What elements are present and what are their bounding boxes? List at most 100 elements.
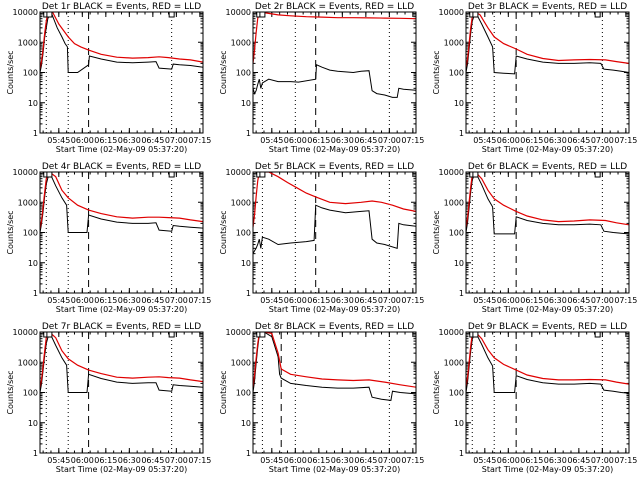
x-tick-label: 07:15 — [614, 296, 637, 305]
y-axis-label: Counts/sec — [432, 370, 441, 414]
panel-data — [466, 12, 629, 75]
x-tick-label: 06:45 — [141, 456, 164, 465]
marker-box — [259, 331, 266, 338]
y-tick-label: 10 — [454, 259, 464, 268]
marker-box — [472, 11, 479, 18]
panel: Det 7r BLACK = Events, RED = LLD Counts/s… — [6, 322, 211, 474]
x-tick-label: 05:45 — [260, 456, 283, 465]
y-tick-label: 10000 — [226, 168, 251, 177]
x-tick-label: 06:15 — [94, 296, 117, 305]
y-axis-label: Counts/sec — [219, 50, 228, 94]
panel-title: Det 1r BLACK = Events, RED = LLD — [42, 2, 201, 12]
lld-series-line — [253, 332, 416, 388]
events-series-line — [466, 12, 629, 75]
marker-box — [168, 11, 175, 18]
x-tick-label: 06:00 — [71, 136, 94, 145]
x-tick-label: 07:00 — [378, 456, 401, 465]
x-tick-label: 05:45 — [473, 296, 496, 305]
x-axis-label: Start Time (02-May-09 05:37:20) — [482, 305, 613, 314]
y-tick-label: 10 — [241, 99, 251, 108]
panel-frame — [252, 331, 417, 454]
y-axis-label: Counts/sec — [6, 50, 15, 94]
events-series-line — [40, 12, 203, 73]
x-tick-label: 06:30 — [331, 296, 354, 305]
lld-series-line — [466, 172, 629, 228]
x-tick-label: 06:45 — [567, 456, 590, 465]
y-tick-label: 10000 — [439, 8, 464, 17]
y-tick-label: 10000 — [13, 328, 38, 337]
panel-data — [466, 172, 629, 235]
x-tick-label: 06:00 — [71, 296, 94, 305]
events-series-line — [466, 172, 629, 235]
y-tick-label: 1 — [33, 129, 38, 138]
x-tick-label: 06:45 — [354, 456, 377, 465]
y-tick-label: 100 — [23, 69, 38, 78]
x-tick-label: 06:15 — [307, 296, 330, 305]
y-tick-label: 100 — [449, 229, 464, 238]
y-tick-label: 1000 — [444, 38, 464, 47]
x-axis-label: Start Time (02-May-09 05:37:20) — [56, 305, 187, 314]
x-tick-label: 05:45 — [473, 456, 496, 465]
events-series-line — [253, 332, 416, 401]
panel-title: Det 7r BLACK = Events, RED = LLD — [42, 322, 201, 332]
panel: Det 3r BLACK = Events, RED = LLD Counts/s… — [432, 2, 637, 154]
panel-title: Det 8r BLACK = Events, RED = LLD — [255, 322, 414, 332]
y-tick-label: 10 — [241, 419, 251, 428]
y-tick-label: 10000 — [13, 8, 38, 17]
marker-box — [168, 171, 175, 178]
y-tick-label: 1000 — [18, 358, 38, 367]
y-tick-label: 1000 — [444, 358, 464, 367]
panel-frame — [465, 11, 630, 134]
y-axis-label: Counts/sec — [6, 370, 15, 414]
x-axis-label: Start Time (02-May-09 05:37:20) — [269, 465, 400, 474]
y-tick-label: 1000 — [444, 198, 464, 207]
marker-box — [259, 11, 266, 18]
y-tick-label: 100 — [449, 389, 464, 398]
panel-data — [466, 332, 629, 394]
x-tick-label: 06:15 — [94, 456, 117, 465]
x-tick-label: 07:15 — [401, 296, 424, 305]
y-tick-label: 100 — [449, 69, 464, 78]
x-tick-label: 06:30 — [118, 456, 141, 465]
lld-series-line — [40, 12, 203, 70]
panel-data — [253, 172, 416, 254]
x-tick-label: 07:00 — [591, 456, 614, 465]
x-tick-label: 06:45 — [141, 136, 164, 145]
x-tick-label: 06:30 — [331, 136, 354, 145]
y-tick-label: 10000 — [439, 328, 464, 337]
lld-series-line — [40, 172, 203, 230]
y-tick-label: 10 — [28, 419, 38, 428]
x-tick-label: 06:15 — [307, 136, 330, 145]
x-tick-label: 06:15 — [520, 136, 543, 145]
x-tick-label: 07:15 — [188, 296, 211, 305]
x-tick-label: 06:15 — [520, 296, 543, 305]
x-tick-label: 06:15 — [520, 456, 543, 465]
marker-box — [594, 11, 601, 18]
y-tick-label: 10 — [241, 259, 251, 268]
x-tick-label: 06:30 — [544, 136, 567, 145]
x-tick-label: 05:45 — [47, 296, 70, 305]
x-tick-label: 07:00 — [165, 296, 188, 305]
x-tick-label: 06:30 — [544, 456, 567, 465]
x-tick-label: 05:45 — [47, 456, 70, 465]
y-axis-label: Counts/sec — [432, 210, 441, 254]
y-tick-label: 1 — [459, 449, 464, 458]
x-tick-label: 07:15 — [401, 136, 424, 145]
x-tick-label: 06:30 — [331, 456, 354, 465]
y-tick-label: 10 — [28, 259, 38, 268]
x-axis-label: Start Time (02-May-09 05:37:20) — [269, 305, 400, 314]
y-tick-label: 1000 — [18, 38, 38, 47]
x-tick-label: 07:00 — [591, 136, 614, 145]
y-axis-label: Counts/sec — [219, 210, 228, 254]
x-tick-label: 07:00 — [165, 456, 188, 465]
x-tick-label: 06:00 — [497, 456, 520, 465]
y-tick-label: 1000 — [231, 198, 251, 207]
x-tick-label: 07:15 — [188, 456, 211, 465]
panel-data — [40, 172, 203, 233]
y-tick-label: 1000 — [231, 38, 251, 47]
y-tick-label: 10000 — [439, 168, 464, 177]
y-tick-label: 100 — [236, 69, 251, 78]
y-tick-label: 1 — [459, 289, 464, 298]
events-series-line — [253, 204, 416, 254]
